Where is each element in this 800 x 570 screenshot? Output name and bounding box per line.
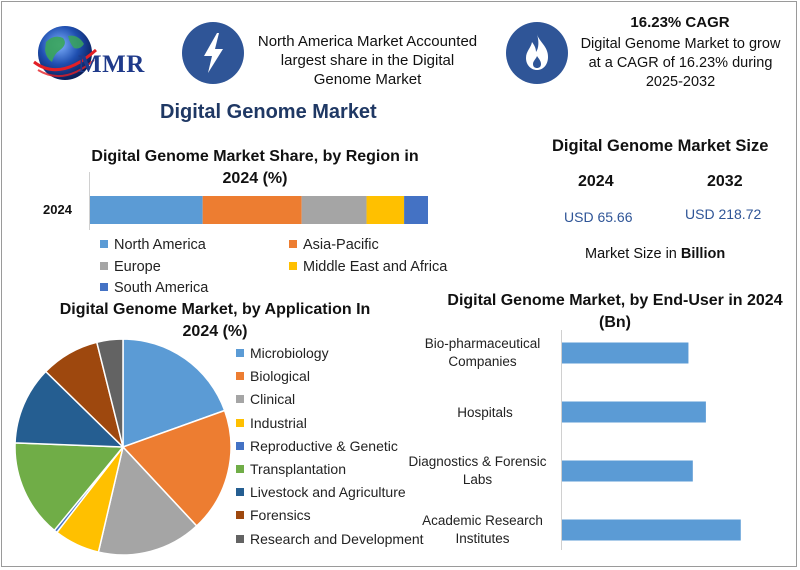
pie-slice-transplantation: [14, 442, 125, 532]
region-category-label: 2024: [43, 202, 72, 217]
region-bar-segment-middle-east-and-africa: [366, 196, 405, 224]
legend-swatch: [236, 488, 244, 497]
end-user-category-label: Diagnostics & Forensic Labs: [408, 454, 547, 487]
globe-icon: [33, 26, 97, 80]
end-user-bar-chart: [562, 342, 741, 541]
legend-swatch: [100, 262, 108, 270]
legend-label: Livestock and Agriculture: [250, 484, 406, 501]
region-bar-segment-asia-pacific: [202, 196, 302, 224]
application-legend-item: Reproductive & Genetic: [236, 438, 398, 454]
legend-swatch: [236, 511, 244, 520]
cagr-title: 16.23% CAGR: [630, 14, 730, 31]
legend-label: Transplantation: [250, 461, 346, 477]
end-user-axis-line: [561, 330, 562, 550]
application-legend-item: Research and Development: [236, 531, 424, 547]
legend-label: Clinical: [250, 391, 296, 408]
legend-swatch: [236, 349, 244, 357]
application-legend-item: Livestock and Agriculture: [236, 484, 406, 500]
end-user-bar: [562, 401, 706, 423]
region-stacked-bar-chart: [90, 196, 428, 224]
legend-label: Reproductive & Genetic: [250, 437, 398, 454]
pie-slice-biological: [121, 409, 232, 528]
unit-note-prefix: Market Size in: [585, 246, 681, 262]
application-legend-item: Forensics: [236, 507, 311, 523]
region-chart-title: Digital Genome Market Share, by Region i…: [91, 148, 419, 187]
legend-label: Asia-Pacific: [303, 237, 379, 253]
end-user-bar: [562, 519, 741, 541]
region-legend-item: North America: [100, 237, 206, 253]
cagr-icon-circle: [506, 22, 568, 84]
page-title: Digital Genome Market: [160, 101, 377, 123]
region-legend-item: Asia-Pacific: [289, 237, 379, 253]
legend-swatch: [289, 240, 297, 248]
legend-swatch: [236, 418, 244, 427]
legend-label: North America: [114, 237, 206, 253]
pie-slice-livestock-and-agriculture: [14, 370, 125, 448]
region-axis-line: [89, 172, 90, 230]
legend-label: Biological: [250, 368, 310, 385]
application-legend-item: Microbiology: [236, 345, 329, 361]
unit-note-bold: Billion: [680, 246, 726, 262]
market-size-year-2024: 2024: [578, 173, 614, 190]
legend-swatch: [236, 372, 244, 381]
legend-label: Research and Development: [250, 530, 424, 547]
end-user-bar: [562, 460, 693, 482]
legend-swatch: [100, 240, 108, 248]
region-legend-item: South America: [100, 280, 208, 296]
market-size-unit-note: Market Size in Billion: [585, 246, 725, 262]
legend-swatch: [236, 465, 244, 473]
legend-swatch: [289, 262, 297, 270]
legend-swatch: [236, 441, 244, 450]
pie-slice-clinical: [97, 445, 198, 556]
legend-swatch: [236, 395, 244, 404]
info-icon-circle: [182, 22, 244, 84]
cagr-description: Digital Genome Market to grow at a CAGR …: [580, 36, 781, 90]
legend-label: Industrial: [250, 414, 307, 431]
pie-slice-microbiology: [122, 338, 226, 449]
region-legend-item: Middle East and Africa: [289, 259, 447, 275]
application-legend-item: Clinical: [236, 391, 295, 407]
lightning-bolt-icon: [204, 33, 223, 73]
legend-swatch: [236, 534, 244, 543]
end-user-chart-title: Digital Genome Market, by End-User in 20…: [447, 292, 783, 331]
mmr-logo: MMR: [18, 18, 168, 90]
pie-slice-research-and-development: [95, 338, 124, 448]
region-legend-item: Europe: [100, 259, 161, 275]
legend-label: South America: [114, 280, 209, 296]
application-legend-item: Biological: [236, 368, 310, 384]
legend-label: Middle East and Africa: [303, 259, 448, 275]
end-user-bar: [562, 342, 689, 364]
application-legend-item: Transplantation: [236, 461, 346, 477]
end-user-category-label: Academic Research Institutes: [422, 513, 543, 546]
logo-text: MMR: [78, 51, 145, 78]
region-bar-segment-south-america: [404, 196, 428, 224]
application-legend-item: Industrial: [236, 415, 307, 431]
market-size-value-2024: USD 65.66: [564, 209, 633, 225]
legend-label: Microbiology: [250, 345, 329, 361]
legend-label: Forensics: [250, 507, 311, 524]
flame-icon: [526, 34, 548, 70]
legend-label: Europe: [114, 259, 161, 275]
end-user-category-label: Bio-pharmaceutical Companies: [424, 336, 541, 369]
application-pie-chart: [14, 338, 232, 556]
application-chart-title: Digital Genome Market, by Application In…: [59, 301, 371, 340]
end-user-category-label: Hospitals: [457, 405, 513, 420]
market-size-year-2032: 2032: [707, 173, 743, 190]
legend-swatch: [100, 283, 108, 291]
market-size-title: Digital Genome Market Size: [552, 137, 769, 155]
region-bar-segment-north-america: [90, 196, 203, 224]
north-america-info-text: North America Market Accounted largest s…: [257, 33, 478, 88]
market-size-value-2032: USD 218.72: [685, 206, 762, 222]
region-bar-segment-europe: [301, 196, 367, 224]
